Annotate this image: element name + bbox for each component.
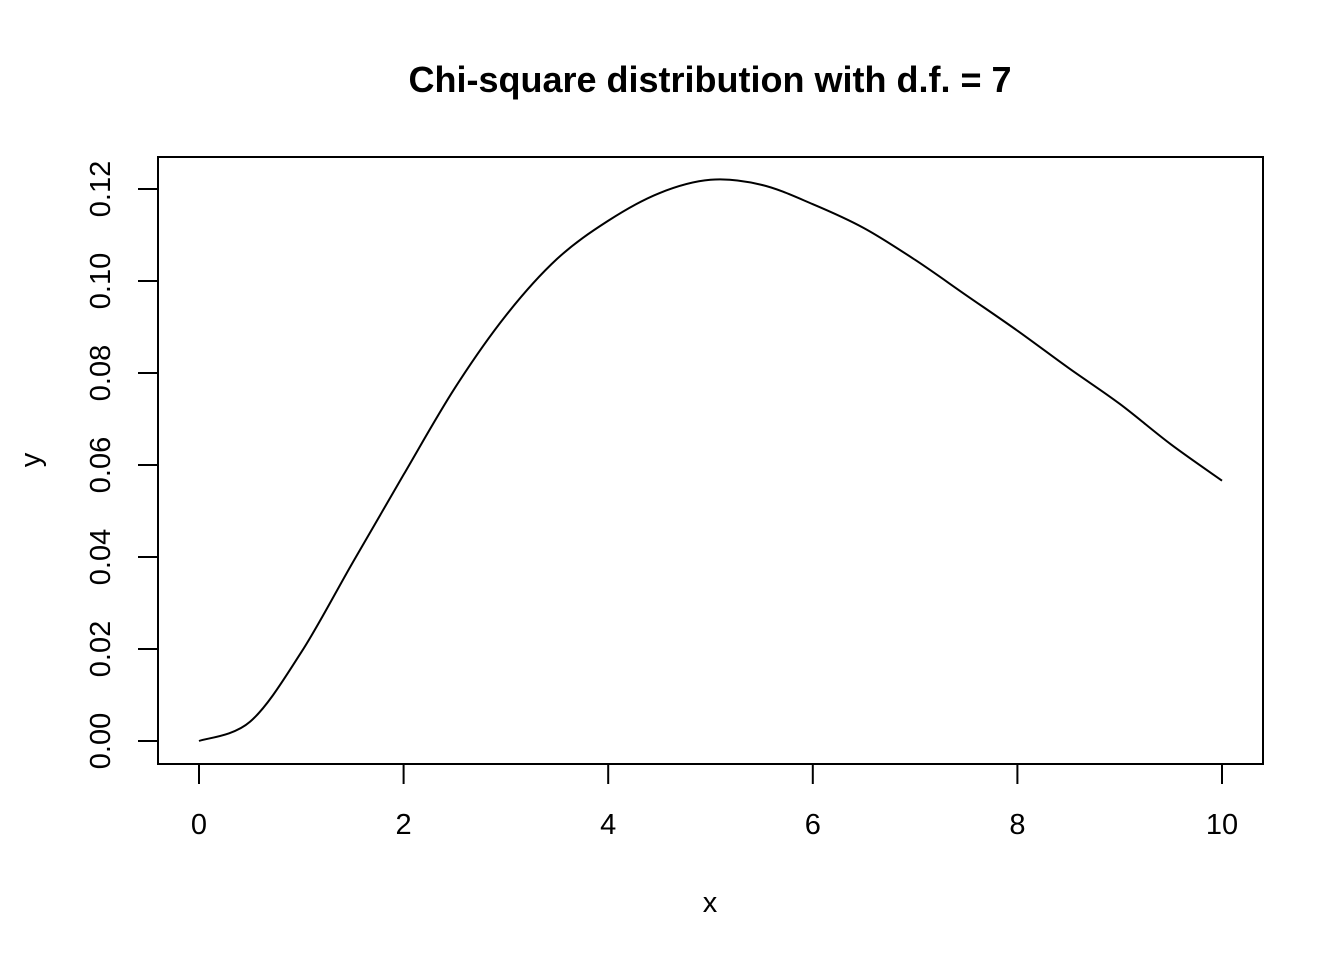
density-curve <box>198 178 1223 742</box>
x-axis-label: x <box>703 887 718 919</box>
x-tick-label: 0 <box>191 809 207 841</box>
x-tick-label: 2 <box>396 809 412 841</box>
y-tick-label: 0.08 <box>85 345 117 401</box>
plot-frame <box>157 156 1264 765</box>
x-tick-label: 10 <box>1206 809 1238 841</box>
y-tick-label: 0.02 <box>85 621 117 677</box>
y-axis-label: y <box>15 452 47 467</box>
y-tick-label: 0.10 <box>85 253 117 309</box>
y-tick-label: 0.06 <box>85 437 117 493</box>
x-axis: 0 2 4 6 8 10 <box>191 763 1238 841</box>
y-tick-label: 0.04 <box>85 529 117 585</box>
x-tick-label: 8 <box>1009 809 1025 841</box>
y-tick-label: 0.00 <box>85 713 117 769</box>
y-axis: 0.00 0.02 0.04 0.06 0.08 0.10 0.12 <box>85 161 159 769</box>
chart-title: Chi-square distribution with d.f. = 7 <box>408 59 1011 100</box>
x-tick-label: 4 <box>600 809 616 841</box>
x-tick-label: 6 <box>805 809 821 841</box>
y-tick-label: 0.12 <box>85 161 117 217</box>
